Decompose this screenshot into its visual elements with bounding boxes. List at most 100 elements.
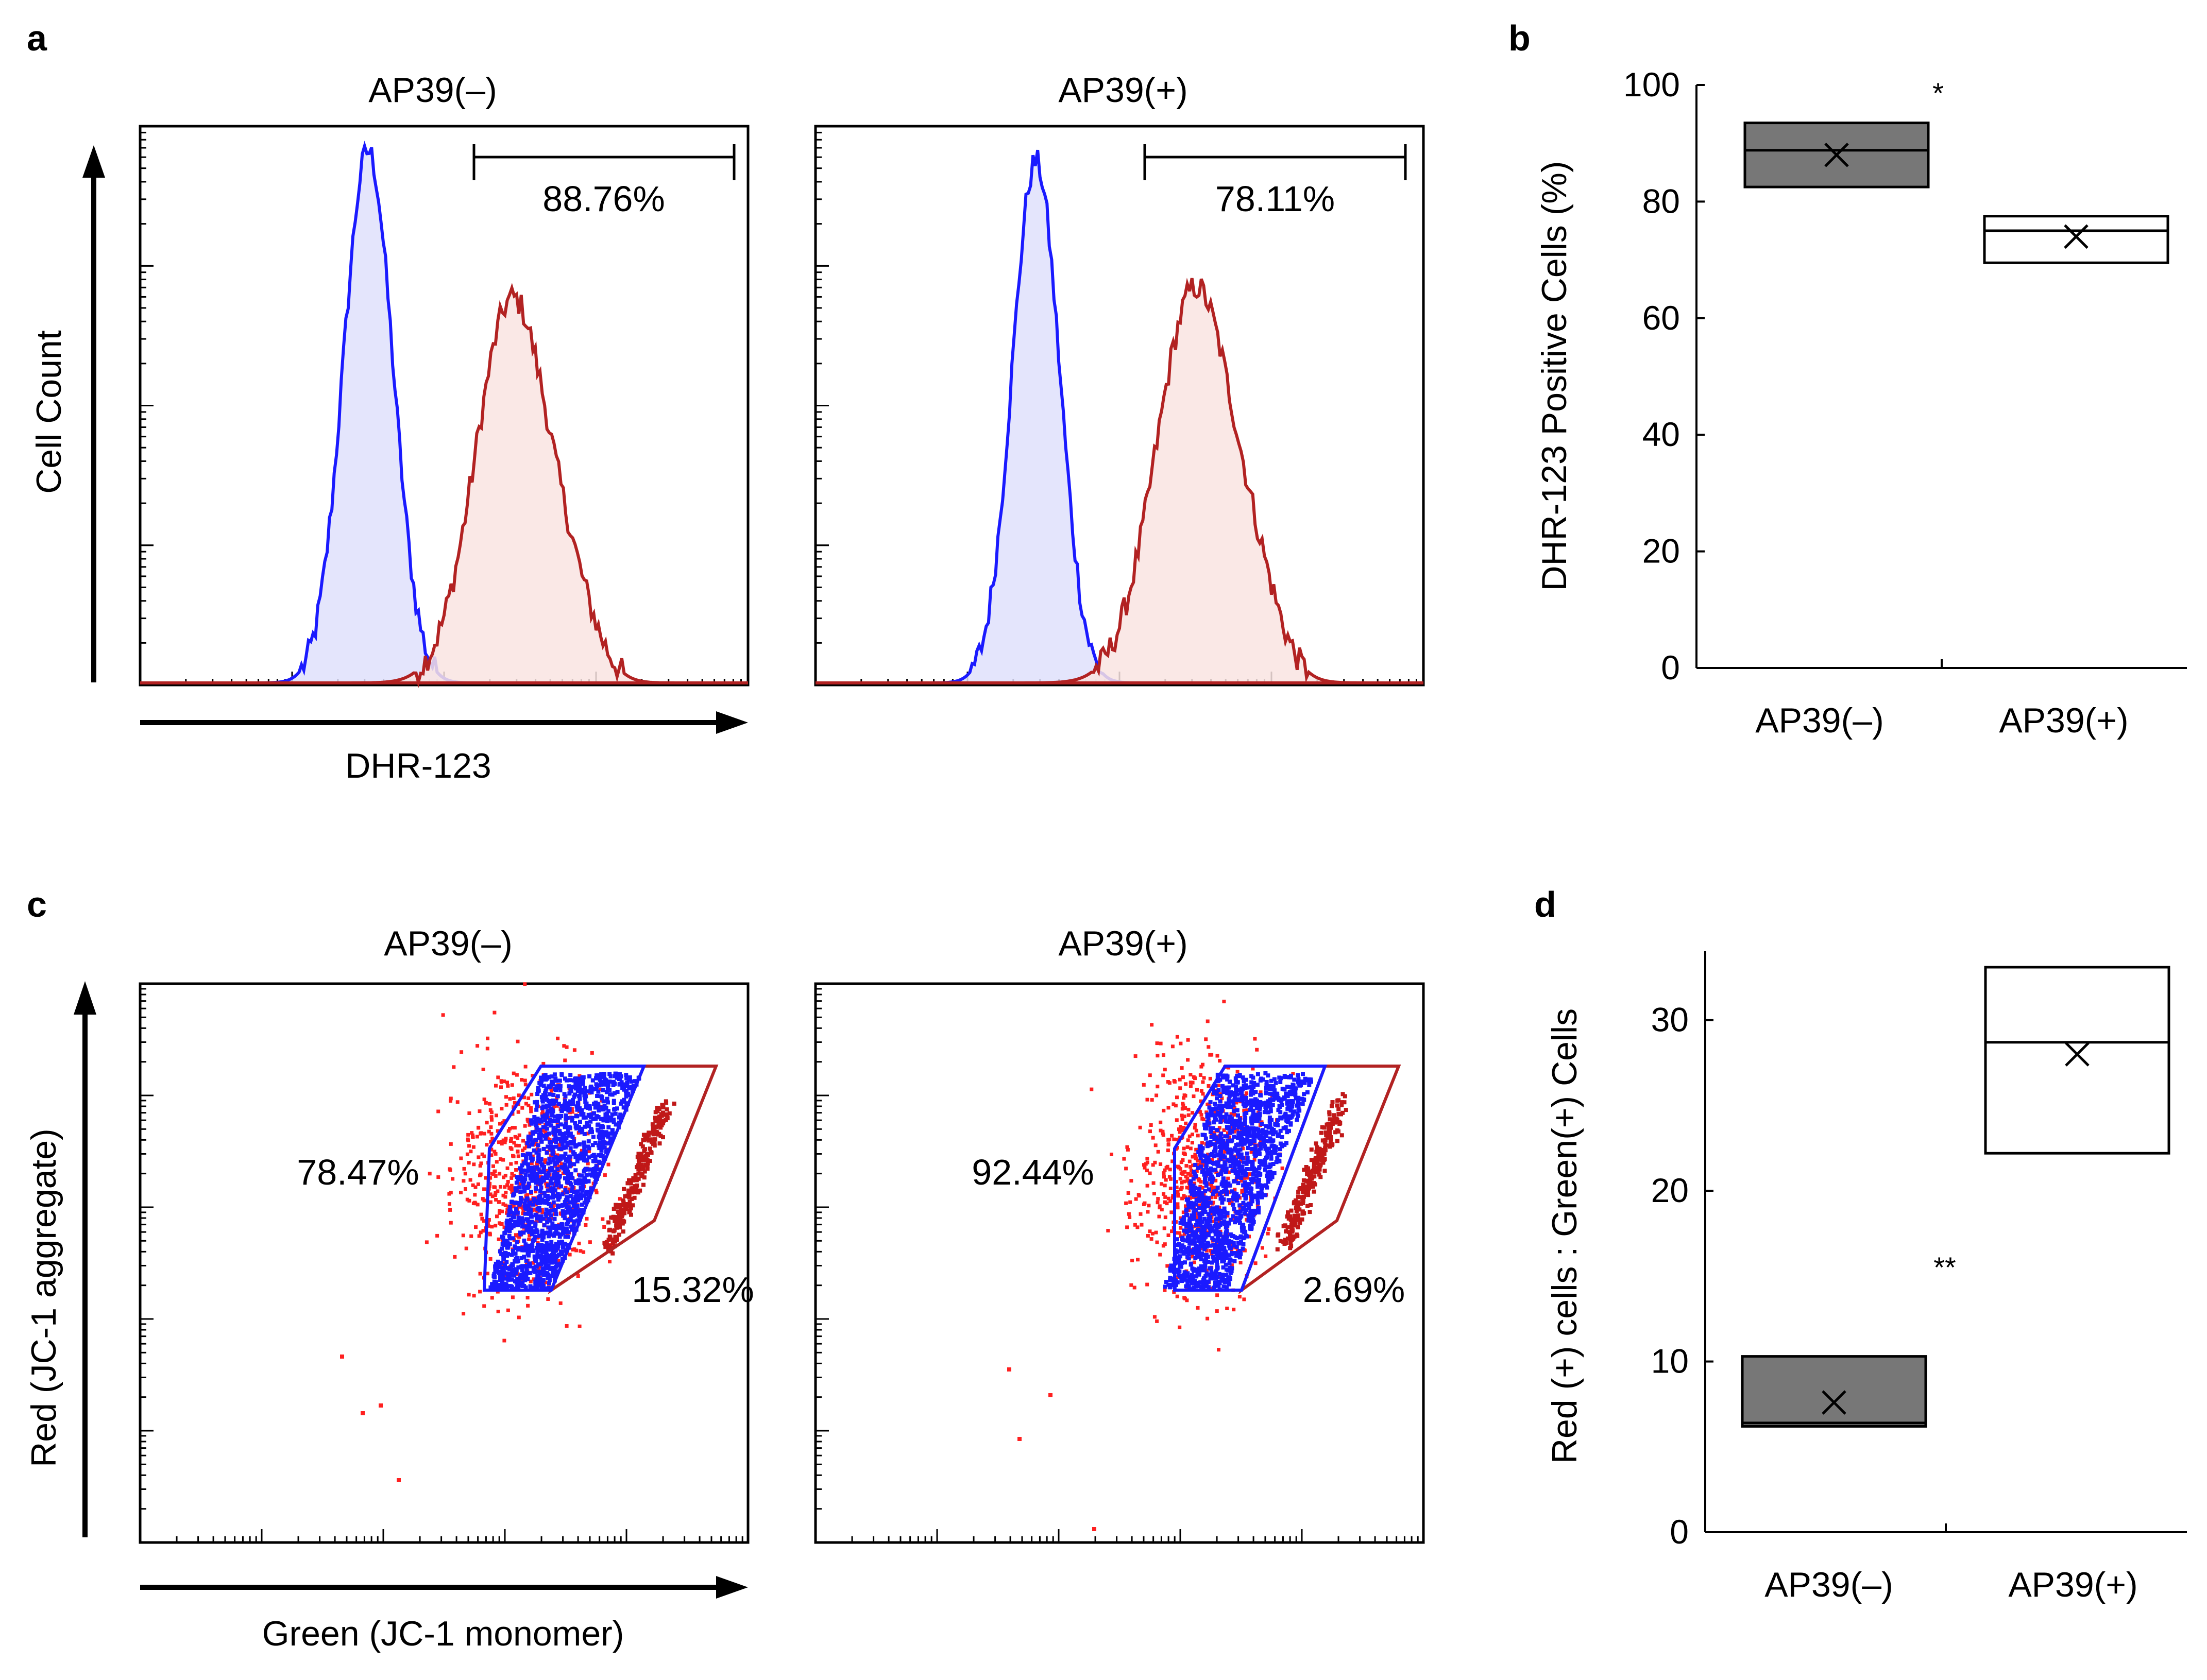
scatter-point-red (493, 1011, 496, 1015)
scatter-point-blue (572, 1162, 576, 1166)
scatter-point-blue (1194, 1274, 1198, 1278)
scatter-point-blue (598, 1141, 602, 1145)
scatter-point-blue (581, 1183, 585, 1187)
scatter-point-red (505, 1184, 509, 1187)
scatter-point-red (636, 1167, 640, 1171)
scatter-point-blue (534, 1257, 538, 1261)
scatter-point-red (527, 1238, 531, 1241)
scatter-point-blue (615, 1106, 619, 1110)
scatter-point-red (1159, 1162, 1162, 1166)
scatter-point-blue (540, 1179, 545, 1183)
scatter-point-blue (1236, 1113, 1240, 1118)
scatter-point-red (1255, 1048, 1259, 1052)
scatter-point-red (1344, 1108, 1348, 1112)
scatter-point-red (1281, 1167, 1284, 1170)
scatter-point-red (1155, 1093, 1158, 1097)
scatter-point-red (487, 1130, 491, 1134)
scatter-point-blue (541, 1273, 546, 1277)
scatter-point-blue (1237, 1125, 1241, 1129)
scatter-point-red (1154, 1143, 1158, 1147)
scatter-point-blue (561, 1133, 565, 1137)
scatter-point-red (1288, 1246, 1292, 1250)
scatter-point-blue (1266, 1073, 1270, 1077)
scatter-point-red (483, 1098, 486, 1101)
scatter-point-red (1124, 1167, 1128, 1170)
scatter-point-blue (531, 1157, 535, 1161)
scatter-point-red (448, 1202, 451, 1206)
scatter-point-blue (1275, 1122, 1279, 1126)
scatter-point-blue (1199, 1164, 1203, 1169)
scatter-point-blue (555, 1182, 559, 1187)
scatter-point-blue (1301, 1098, 1305, 1102)
scatter-point-blue (547, 1281, 551, 1285)
scatter-point-blue (1192, 1210, 1196, 1214)
scatter-point-red (1181, 1118, 1184, 1121)
scatter-point-red (463, 1167, 466, 1171)
scatter-point-blue (525, 1196, 529, 1201)
scatter-point-red (573, 1048, 576, 1052)
scatter-point-blue (505, 1239, 509, 1243)
scatter-point-blue (1255, 1182, 1260, 1186)
scatter-point-red (1305, 1188, 1309, 1192)
scatter-point-red (467, 1161, 471, 1164)
scatter-title-1: AP39(–) (384, 924, 512, 963)
scatter-point-blue (1230, 1169, 1234, 1173)
scatter-point-blue (570, 1189, 574, 1193)
scatter-point-red (1238, 1295, 1242, 1298)
scatter-point-blue (1223, 1215, 1227, 1219)
scatter-point-red (618, 1205, 622, 1209)
scatter-point-blue (558, 1194, 562, 1198)
scatter-point-red (621, 1229, 625, 1233)
scatter-point-red (1181, 1172, 1184, 1176)
scatter-point-red (517, 1144, 521, 1147)
scatter-point-red (1199, 1073, 1202, 1077)
scatter-point-blue (570, 1185, 574, 1189)
scatter-point-red (493, 1186, 497, 1189)
scatter-point-red (1309, 1179, 1313, 1184)
scatter-point-blue (563, 1076, 567, 1081)
scatter-point-blue (1269, 1079, 1274, 1083)
scatter-point-blue (565, 1227, 569, 1231)
scatter-point-blue (624, 1073, 628, 1077)
scatter-point-red (568, 1253, 572, 1257)
scatter-point-blue (534, 1138, 538, 1142)
scatter-point-blue (1212, 1190, 1216, 1194)
scatter-point-blue (573, 1121, 577, 1125)
scatter-point-red (1185, 1298, 1189, 1302)
scatter-point-blue (579, 1110, 583, 1115)
scatter-point-blue (1259, 1159, 1263, 1163)
scatter-point-red (1181, 1107, 1184, 1110)
scatter-point-red (467, 1144, 471, 1147)
scatter-point-blue (537, 1234, 541, 1238)
x-axis-label-a: DHR-123 (345, 746, 491, 785)
scatter-point-blue (605, 1119, 609, 1123)
scatter-point-blue (561, 1242, 565, 1246)
scatter-point-red (654, 1110, 658, 1114)
scatter-point-blue (1231, 1203, 1235, 1207)
scatter-point-blue (520, 1170, 524, 1174)
scatter-point-red (497, 1310, 500, 1313)
scatter-point-red (517, 1154, 520, 1158)
scatter-point-red (590, 1051, 594, 1055)
scatter-point-blue (618, 1072, 622, 1076)
scatter-point-blue (535, 1229, 539, 1233)
scatter-point-red (474, 1225, 478, 1229)
scatter-point-red (465, 1247, 468, 1250)
scatter-point-blue (519, 1256, 523, 1260)
scatter-point-red (499, 1085, 503, 1089)
blue-gate-percent-1: 78.47% (297, 1152, 419, 1192)
scatter-point-blue (1239, 1240, 1243, 1244)
scatter-point-red (665, 1107, 669, 1111)
scatter-point-red (1161, 1073, 1165, 1077)
scatter-point-blue (568, 1207, 572, 1211)
scatter-point-red (1266, 1232, 1270, 1236)
scatter-point-red (1150, 1237, 1153, 1241)
scatter-point-red (1341, 1092, 1345, 1096)
scatter-point-red (1162, 1175, 1166, 1178)
scatter-point-blue (526, 1277, 530, 1281)
scatter-point-blue (590, 1154, 595, 1158)
scatter-point-blue (612, 1080, 616, 1084)
scatter-point-red (1176, 1165, 1180, 1169)
scatter-point-blue (535, 1279, 539, 1283)
scatter-point-blue (524, 1264, 528, 1268)
